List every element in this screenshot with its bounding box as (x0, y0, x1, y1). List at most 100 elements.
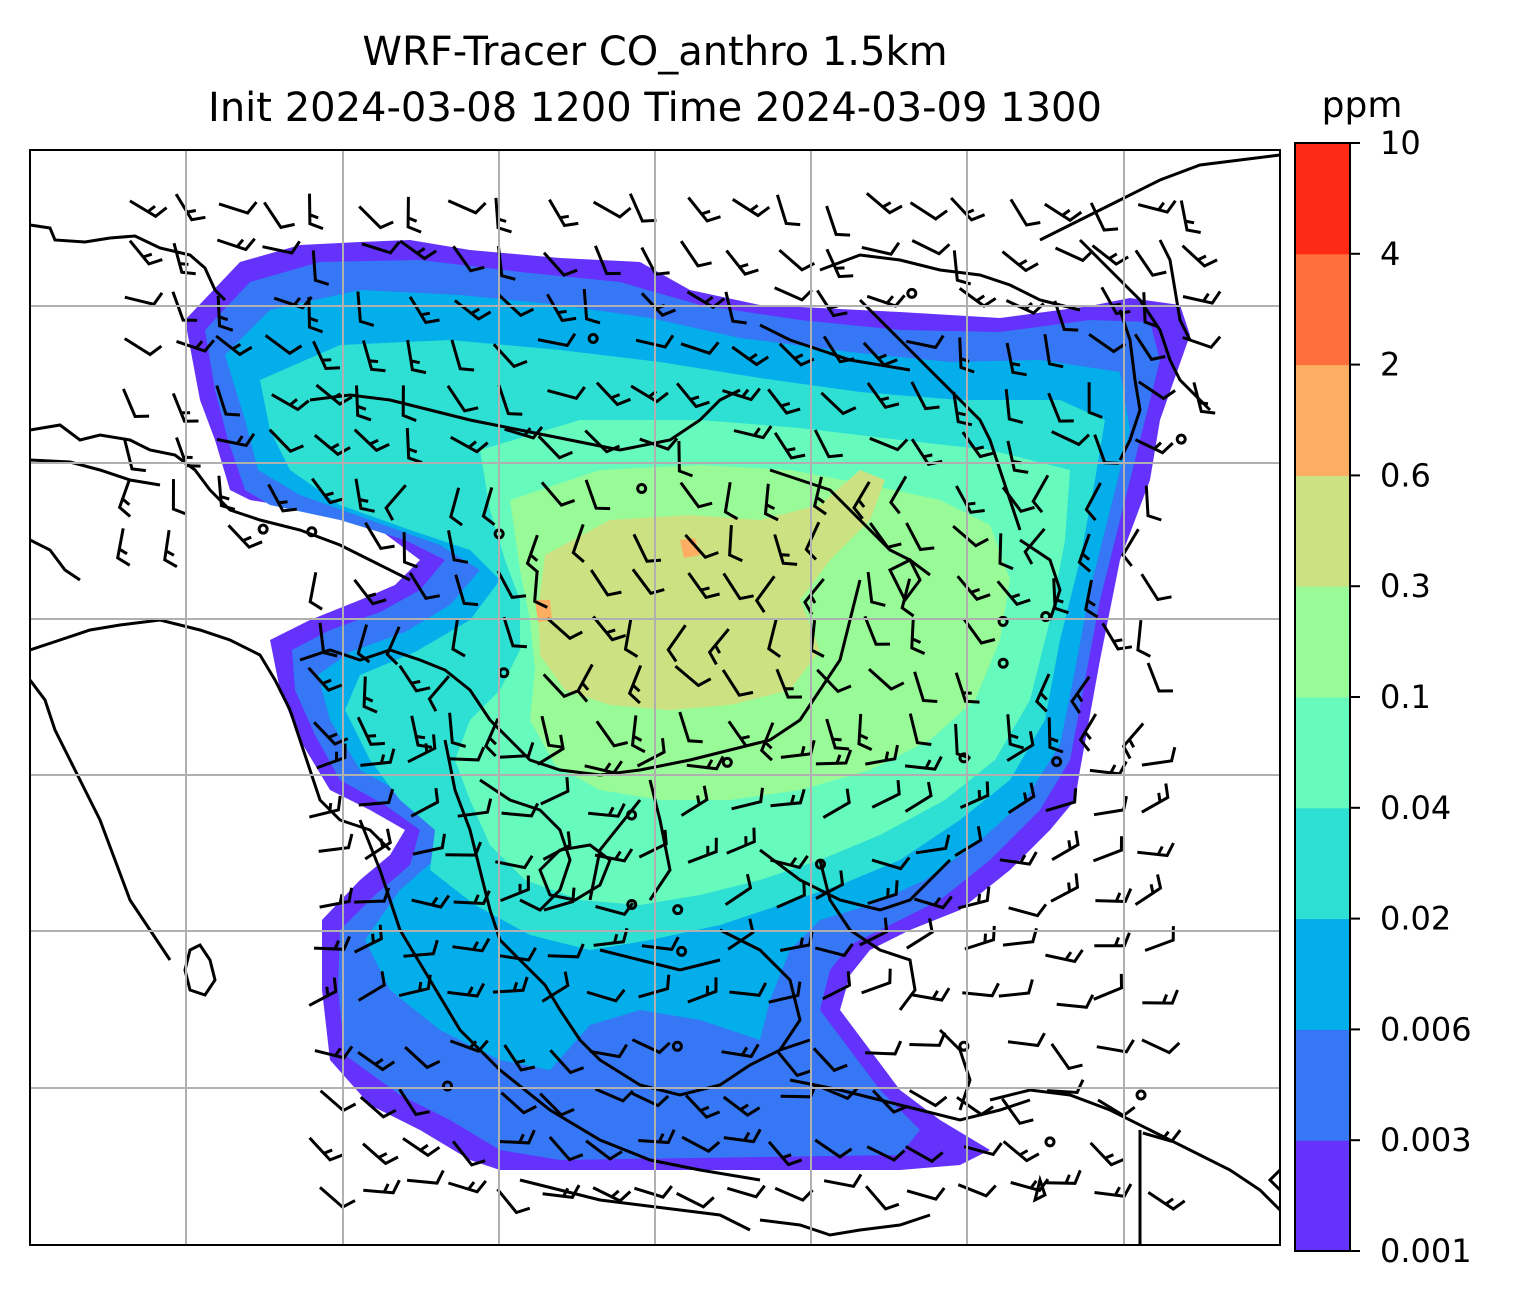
wind-barb (1006, 714, 1025, 750)
wind-barb (913, 895, 953, 910)
wind-barb (448, 746, 486, 762)
wind-barb (1047, 392, 1074, 423)
colorbar-tick-label: 10 (1380, 124, 1421, 162)
wind-barb (117, 478, 132, 518)
wind-barb (496, 1188, 531, 1215)
wind-barb (1077, 533, 1092, 573)
wind-barb (1078, 713, 1098, 752)
wind-barb (767, 1140, 803, 1167)
wind-barb (628, 193, 657, 223)
wind-barb (1023, 527, 1046, 565)
wind-barb (593, 927, 629, 947)
wind-barb (636, 738, 666, 768)
wind-barb (727, 720, 760, 748)
wind-barb (584, 479, 611, 511)
wind-barb (998, 979, 1034, 998)
wind-barb (308, 1136, 344, 1162)
wind-barb (825, 248, 854, 279)
wind-barb (684, 533, 719, 560)
wind-barb (675, 382, 710, 409)
wind-barb (816, 668, 852, 694)
wind-barb (1192, 382, 1216, 415)
wind-barb (823, 1173, 863, 1188)
wind-barb (360, 748, 396, 767)
wind-barb (913, 671, 938, 703)
wind-barb (592, 200, 632, 219)
wind-barb (1009, 198, 1041, 227)
wind-barb (679, 240, 712, 268)
wind-barb (822, 788, 851, 819)
wind-barb (585, 1139, 623, 1161)
wind-barb (1137, 380, 1176, 401)
wind-barb (678, 711, 703, 744)
wind-barb (537, 435, 573, 460)
wind-barb (1001, 1097, 1034, 1126)
colorbar-label: ppm (1322, 85, 1403, 126)
wind-barb (722, 1095, 761, 1117)
wind-barb (674, 664, 712, 688)
colorbar-tick-label: 0.04 (1380, 789, 1451, 827)
wind-barb (675, 1192, 715, 1209)
wind-barb (866, 1145, 906, 1162)
calm-wind-marker (587, 332, 599, 344)
wind-barb (356, 624, 371, 664)
wind-barb (1144, 485, 1162, 522)
colorbar-segment (1295, 253, 1350, 366)
wind-barb (163, 529, 178, 569)
wind-barb (1095, 888, 1133, 904)
wind-barb (822, 335, 855, 364)
wind-barb (356, 291, 375, 327)
wind-barb (1001, 250, 1039, 273)
wind-barb (492, 976, 529, 994)
wind-barb (1087, 382, 1103, 419)
wind-barb (871, 856, 911, 871)
wind-barb (402, 1137, 441, 1158)
wind-barb (871, 1089, 908, 1114)
wind-barb (548, 1136, 584, 1162)
wind-barb (446, 384, 479, 413)
wind-barb (638, 1129, 676, 1145)
wind-barb (1070, 675, 1091, 714)
wind-barb (773, 431, 806, 460)
wind-barb (358, 788, 395, 807)
wind-barb (638, 974, 671, 999)
wind-barb (774, 1186, 814, 1202)
wind-barb (271, 393, 310, 412)
wind-barb (318, 622, 338, 658)
wind-barb (406, 196, 422, 234)
wind-barb (1047, 1079, 1085, 1095)
wind-barb (627, 664, 643, 705)
wind-barbs (116, 192, 1222, 1215)
colorbar-segment (1295, 364, 1350, 476)
wind-barb (358, 205, 394, 230)
wind-barb (904, 755, 943, 771)
wind-barb (954, 826, 983, 857)
wind-barb (385, 626, 401, 666)
wind-barb (319, 887, 354, 909)
wind-barb (763, 483, 779, 522)
colorbar-segment (1295, 1140, 1350, 1252)
wind-barb (778, 342, 815, 367)
wind-barb (540, 481, 576, 507)
wind-barb (1142, 989, 1179, 1005)
wind-barb (1043, 202, 1083, 223)
wind-barb (1182, 335, 1222, 350)
wind-barb (594, 848, 634, 863)
wind-barb (815, 870, 845, 900)
wind-barb (825, 205, 851, 237)
wind-barb (1134, 874, 1163, 906)
wind-barb (687, 196, 721, 223)
wind-barb (911, 239, 951, 256)
colorbar-segment (1295, 475, 1350, 587)
calm-wind-marker (626, 809, 638, 821)
wind-barb (1008, 903, 1048, 918)
wind-barb (996, 580, 1031, 607)
wind-barb (588, 803, 626, 818)
wind-barb (540, 715, 563, 749)
wind-barb (1045, 949, 1084, 964)
wind-barb (498, 947, 537, 962)
wind-barb (362, 1142, 399, 1166)
wind-barb (576, 663, 594, 703)
wind-barb (812, 476, 827, 516)
